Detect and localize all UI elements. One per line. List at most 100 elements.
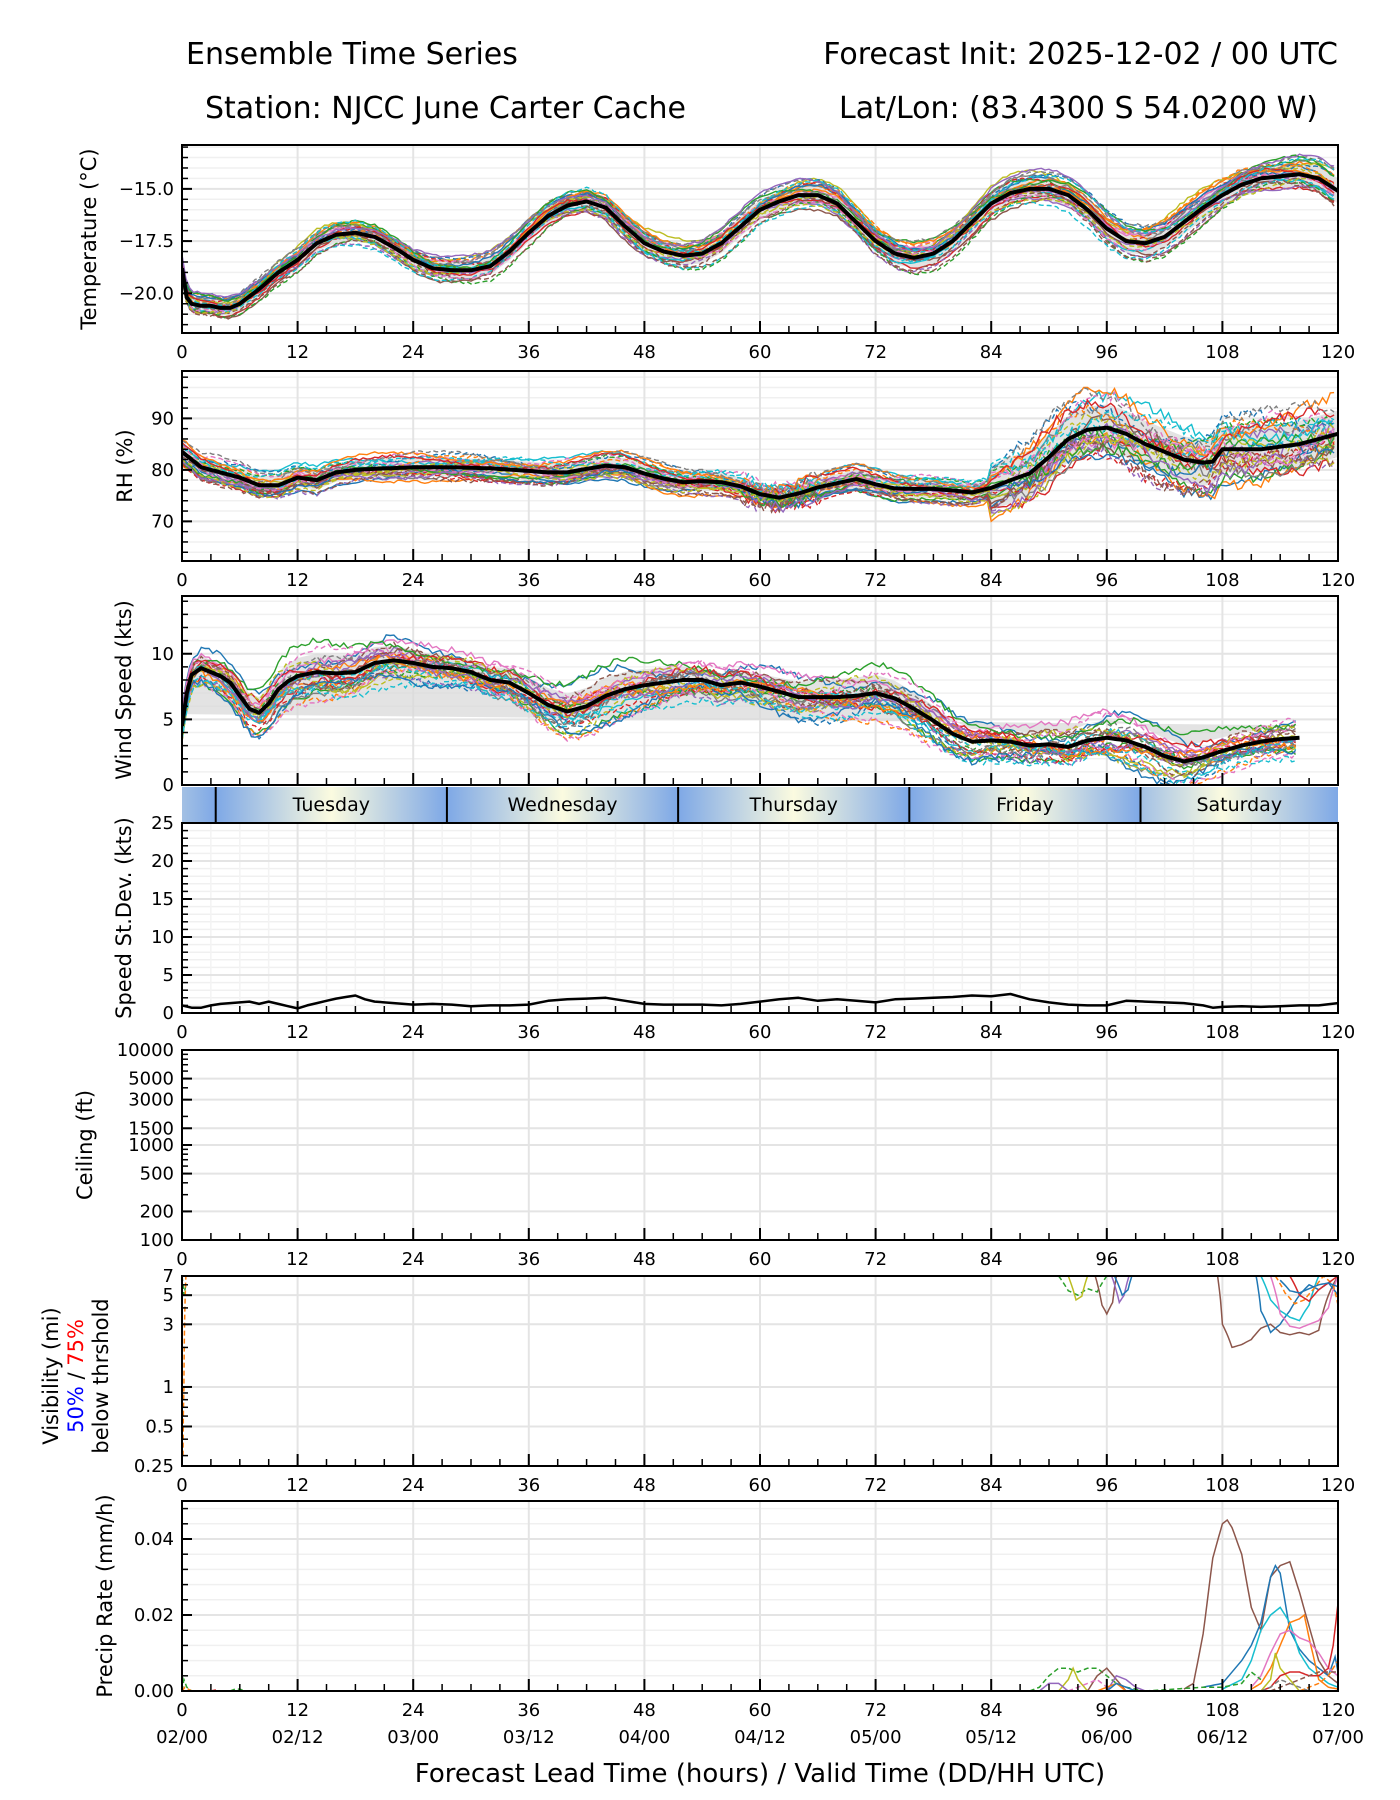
member-line (182, 652, 1296, 761)
x-tick-label: 48 (633, 1700, 656, 1721)
x-tick-label: 72 (864, 342, 887, 363)
x-tick-label: 12 (286, 1249, 309, 1270)
y-tick-label: 5 (163, 709, 174, 730)
member-line (1183, 1518, 1338, 1690)
x-tick-label: 72 (864, 570, 887, 591)
x-tick-label: 60 (749, 1700, 772, 1721)
x-tick-label: 120 (1321, 1475, 1355, 1496)
valid-time-label: 05/00 (850, 1727, 902, 1748)
ensemble-members (182, 634, 1300, 785)
member-line (182, 177, 1335, 320)
x-tick-label: 84 (980, 1475, 1003, 1496)
x-tick-label: 108 (1205, 1475, 1239, 1496)
x-tick-label: 24 (402, 1475, 425, 1496)
y-tick-label: 80 (151, 460, 174, 481)
day-label: Saturday (1196, 794, 1282, 816)
grid (181, 1049, 1339, 1241)
valid-time-label: 02/12 (272, 1727, 324, 1748)
x-tick-label: 12 (286, 1700, 309, 1721)
member-line (1260, 1276, 1320, 1322)
day-label: Thursday (749, 794, 838, 816)
precip-rate-panel: 0.00 0.02 0.04 0 12 24 36 48 60 72 84 96 108 120 Preci… (93, 1494, 1355, 1721)
member-line (182, 432, 1335, 519)
y-tick-label: 25 (151, 813, 174, 834)
y-tick-label: 10 (151, 644, 174, 665)
y-tick-label: 20 (151, 851, 174, 872)
title-forecast-init: Forecast Init: 2025-12-02 / 00 UTC (823, 37, 1338, 72)
member-line (182, 159, 1335, 306)
x-tick-label: 108 (1205, 570, 1239, 591)
valid-time-label: 04/00 (618, 1727, 670, 1748)
x-tick-label: 36 (517, 1022, 540, 1043)
wind-speed-panel: 0 5 10 Wind Speed (kts) (112, 595, 1339, 796)
member-line (182, 673, 1297, 785)
member-line (182, 1276, 187, 1456)
x-tick-label: 72 (864, 1475, 887, 1496)
x-tick-label: 96 (1095, 1249, 1118, 1270)
x-tick-label: 120 (1321, 1022, 1355, 1043)
y-tick-label: 3 (163, 1314, 174, 1335)
valid-time-label: 05/12 (965, 1727, 1017, 1748)
member-line (182, 387, 1335, 498)
x-tick-label: 24 (402, 1249, 425, 1270)
member-line (182, 156, 1335, 308)
x-tick-label: 12 (286, 1022, 309, 1043)
member-line (1250, 1629, 1338, 1688)
y-tick-label: 70 (151, 511, 174, 532)
y-tick-label: 1 (163, 1377, 174, 1398)
valid-time-label: 07/00 (1312, 1727, 1364, 1748)
y-axis-label: Speed St.Dev. (kts) (112, 817, 136, 1019)
x-tick-label: 0 (176, 1475, 187, 1496)
stdev-line (181, 992, 1339, 1010)
y-tick-label: 5 (163, 965, 174, 986)
ensemble-spread (182, 161, 1338, 316)
valid-time-label: 02/00 (156, 1727, 208, 1748)
y-axis-label: Ceiling (ft) (73, 1090, 97, 1200)
y-tick-label: 0.00 (134, 1681, 174, 1702)
day-segment (909, 787, 1141, 822)
member-line (182, 654, 1297, 758)
member-line (182, 398, 1335, 498)
day-segment (1140, 787, 1338, 822)
y-tick-label: 10 (151, 927, 174, 948)
member-line (1279, 1279, 1338, 1294)
member-line (182, 667, 1296, 777)
y-tick-label: −20.0 (119, 283, 174, 304)
y-tick-label: 0 (163, 1003, 174, 1024)
day-band: Tuesday Wednesday Thursday Friday Saturday (182, 787, 1338, 822)
y-axis-label: RH (%) (113, 429, 137, 502)
member-line (1260, 1603, 1338, 1691)
y-axis-label: Precip Rate (mm/h) (93, 1494, 117, 1697)
x-tick-label: 96 (1095, 1700, 1118, 1721)
x-tick-label: 108 (1205, 1249, 1239, 1270)
x-tick-label: 48 (633, 1475, 656, 1496)
y-tick-label: 0.02 (134, 1605, 174, 1626)
ensemble-mean-line (182, 425, 1338, 500)
temperature-panel: −20.0 −17.5 −15.0 0 12 24 36 48 60 72 84 96 108 120 Te… (77, 144, 1355, 363)
x-tick-label: 24 (402, 342, 425, 363)
x-tick-label: 96 (1095, 342, 1118, 363)
ensemble-mean-line (182, 172, 1338, 310)
x-tick-label: 48 (633, 570, 656, 591)
day-segment (215, 787, 447, 822)
member-line (182, 665, 1296, 785)
y-axis-label-threshold: 50% / 75% (64, 1319, 88, 1433)
x-tick-label: 24 (402, 1700, 425, 1721)
x-tick-label: 48 (633, 1022, 656, 1043)
x-axis: 0 12 24 36 48 60 72 84 96 108 120 (176, 1679, 1355, 1721)
member-line (1299, 1660, 1338, 1691)
speed-stdev-panel: 0 5 10 15 20 25 0 12 24 36 48 60 72 84 96 108 120 Speed S… (112, 813, 1355, 1043)
member-line (1106, 1674, 1146, 1691)
member-line (182, 178, 1335, 313)
x-tick-label: 12 (286, 342, 309, 363)
y-tick-label: 7 (163, 1266, 174, 1287)
member-line (1260, 1678, 1310, 1691)
y-tick-label: 5 (163, 1285, 174, 1306)
x-axis: 0 12 24 36 48 60 72 84 96 108 120 (176, 1228, 1355, 1270)
x-tick-label: 72 (864, 1700, 887, 1721)
member-line (1270, 1671, 1338, 1691)
ensemble-members (182, 1518, 1338, 1691)
x-axis: 0 12 24 36 48 60 72 84 96 108 120 (176, 549, 1355, 591)
x-tick-label: 60 (749, 342, 772, 363)
